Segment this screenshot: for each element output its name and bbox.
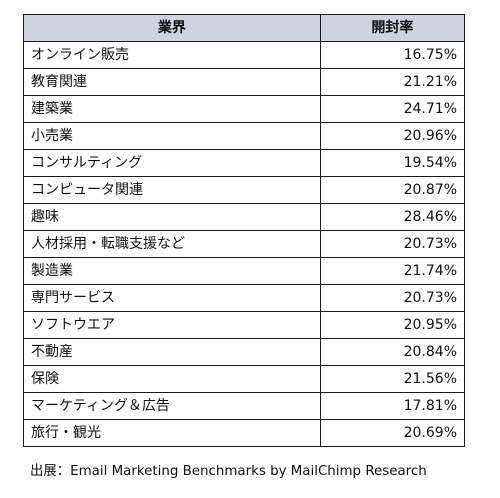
industry-cell: 保険 (23, 365, 321, 393)
open-rate-cell: 20.73% (319, 230, 466, 258)
open-rate-cell: 21.74% (319, 257, 466, 285)
industry-cell: 趣味 (23, 203, 321, 231)
table-header-row: 業界 開封率 (23, 14, 466, 42)
table-row: 製造業 21.74% (23, 257, 466, 285)
open-rate-cell: 20.84% (319, 338, 466, 366)
industry-cell: コンピュータ関連 (23, 176, 321, 204)
industry-cell: 人材採用・転職支援など (23, 230, 321, 258)
open-rate-cell: 24.71% (319, 95, 466, 123)
open-rate-table: 業界 開封率 オンライン販売 16.75% 教育関連 21.21% 建築業 24.71% 小… (23, 14, 466, 447)
table-row: 趣味 28.46% (23, 203, 466, 231)
table-row: オンライン販売 16.75% (23, 41, 466, 69)
table-row: 保険 21.56% (23, 365, 466, 393)
industry-cell: 建築業 (23, 95, 321, 123)
table-row: ソフトウエア 20.95% (23, 311, 466, 339)
open-rate-cell: 16.75% (319, 41, 466, 69)
table-row: 不動産 20.84% (23, 338, 466, 366)
open-rate-cell: 21.56% (319, 365, 466, 393)
table-row: マーケティング＆広告 17.81% (23, 392, 466, 420)
open-rate-cell: 20.87% (319, 176, 466, 204)
table-row: 小売業 20.96% (23, 122, 466, 150)
table-row: コンサルティング 19.54% (23, 149, 466, 177)
open-rate-cell: 21.21% (319, 68, 466, 96)
header-open-rate: 開封率 (319, 14, 466, 42)
source-note: 出展：Email Marketing Benchmarks by MailChi… (30, 464, 427, 479)
industry-cell: 不動産 (23, 338, 321, 366)
open-rate-cell: 28.46% (319, 203, 466, 231)
table-row: コンピュータ関連 20.87% (23, 176, 466, 204)
open-rate-cell: 20.73% (319, 284, 466, 312)
industry-cell: 旅行・観光 (23, 419, 321, 447)
industry-cell: 教育関連 (23, 68, 321, 96)
table-row: 教育関連 21.21% (23, 68, 466, 96)
table-row: 建築業 24.71% (23, 95, 466, 123)
industry-cell: ソフトウエア (23, 311, 321, 339)
industry-cell: マーケティング＆広告 (23, 392, 321, 420)
open-rate-cell: 20.95% (319, 311, 466, 339)
open-rate-cell: 20.69% (319, 419, 466, 447)
open-rate-cell: 20.96% (319, 122, 466, 150)
industry-cell: 専門サービス (23, 284, 321, 312)
industry-cell: オンライン販売 (23, 41, 321, 69)
open-rate-cell: 17.81% (319, 392, 466, 420)
industry-cell: コンサルティング (23, 149, 321, 177)
open-rate-cell: 19.54% (319, 149, 466, 177)
header-industry: 業界 (23, 14, 321, 42)
table-row: 旅行・観光 20.69% (23, 419, 466, 447)
table-row: 人材採用・転職支援など 20.73% (23, 230, 466, 258)
industry-cell: 製造業 (23, 257, 321, 285)
table-row: 専門サービス 20.73% (23, 284, 466, 312)
industry-cell: 小売業 (23, 122, 321, 150)
